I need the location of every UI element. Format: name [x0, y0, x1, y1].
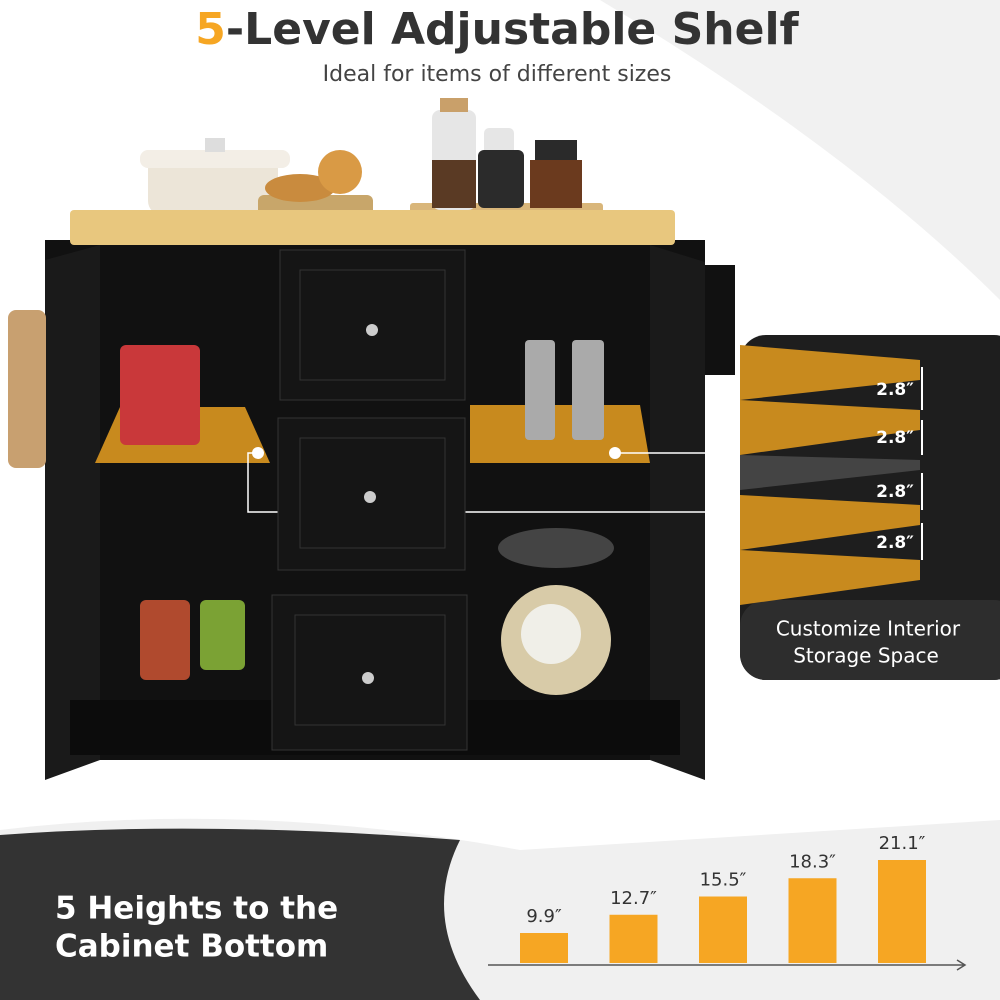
bar-chart: 9.9″ 12.7″ 15.5″ 18.3″ 21.1″ [520, 833, 926, 963]
spacing-label: 2.8″ [876, 428, 914, 448]
inset-caption: Storage Space [793, 644, 939, 668]
bar [609, 914, 658, 963]
bar-label: 9.9″ [526, 906, 562, 927]
dark-panel [0, 828, 480, 1000]
bar-label: 18.3″ [789, 851, 836, 872]
subtitle: Ideal for items of different sizes [323, 62, 672, 87]
title-text: -Level Adjustable Shelf [226, 4, 800, 55]
countertop-items [140, 98, 603, 223]
bar [788, 878, 837, 963]
spacing-label: 2.8″ [876, 482, 914, 502]
bar-label: 15.5″ [700, 870, 747, 891]
bar [878, 860, 926, 963]
heights-heading: Cabinet Bottom [55, 929, 328, 965]
spacing-label: 2.8″ [876, 533, 914, 553]
title-number: 5 [195, 4, 226, 55]
spacing-label: 2.8″ [876, 380, 914, 400]
inset-panel [740, 335, 1000, 680]
inset-caption: Customize Interior [776, 617, 961, 641]
bar [699, 896, 747, 963]
baseline [488, 959, 967, 971]
heights-heading: 5 Heights to the [55, 891, 338, 927]
bar [520, 933, 568, 963]
title: 5-Level Adjustable Shelf [195, 4, 799, 55]
background-shape [600, 0, 1000, 300]
cabinet [8, 210, 740, 780]
bar-label: 21.1″ [879, 833, 926, 854]
bar-label: 12.7″ [610, 888, 657, 909]
